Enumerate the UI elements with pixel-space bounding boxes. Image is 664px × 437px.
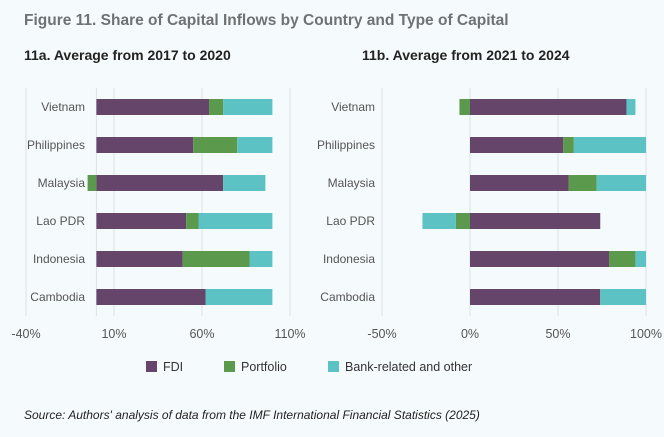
category-label: Vietnam (331, 100, 375, 114)
category-label: Philippines (27, 138, 85, 152)
bar-portfolio-malaysia (87, 175, 97, 191)
chart-a: -40% 10% 60% 110% Vietnam Philippines Malaysia… (11, 88, 306, 341)
chart-b: -50% 0% 50% 100% Vietnam Philippines Malaysia L… (317, 88, 662, 341)
bar-portfolio-lao-pdr (186, 213, 199, 229)
figure-title: Figure 11. Share of Capital Inflows by C… (24, 12, 509, 29)
legend-label-bank: Bank-related and other (345, 360, 472, 374)
bar-bank-related-and-other-indonesia (635, 251, 646, 267)
x-tick-label: 100% (630, 327, 662, 341)
bar-bank-related-and-other-lao-pdr (198, 213, 273, 229)
source-note: Source: Authors' analysis of data from t… (24, 408, 480, 422)
bar-bank-related-and-other-vietnam (223, 99, 273, 115)
bar-fdi-cambodia (96, 289, 206, 305)
bar-fdi-malaysia (470, 175, 569, 191)
category-label: Indonesia (33, 252, 85, 266)
bar-bank-related-and-other-philippines (237, 137, 273, 153)
chart-a-title: 11a. Average from 2017 to 2020 (24, 47, 231, 63)
bar-fdi-philippines (96, 137, 194, 153)
bar-portfolio-vietnam (459, 99, 470, 115)
bar-portfolio-vietnam (209, 99, 224, 115)
bar-fdi-malaysia (96, 175, 224, 191)
x-tick-label: 0% (461, 327, 479, 341)
bar-bank-related-and-other-philippines (573, 137, 646, 153)
bar-bank-related-and-other-lao-pdr (422, 213, 456, 229)
x-tick-label: 50% (545, 327, 570, 341)
x-tick-label: 60% (189, 327, 214, 341)
category-label: Cambodia (320, 290, 375, 304)
category-label: Malaysia (328, 176, 376, 190)
bar-portfolio-lao-pdr (455, 213, 470, 229)
bar-portfolio-philippines (563, 137, 574, 153)
legend: FDI Portfolio Bank-related and other (146, 360, 472, 374)
legend-swatch-bank (328, 361, 339, 372)
legend-swatch-fdi (146, 361, 157, 372)
bar-bank-related-and-other-cambodia (205, 289, 273, 305)
category-label: Malaysia (38, 176, 86, 190)
x-tick-label: -50% (367, 327, 396, 341)
bar-fdi-indonesia (96, 251, 183, 267)
bar-fdi-vietnam (96, 99, 210, 115)
x-tick-label: 10% (101, 327, 126, 341)
chart-b-title: 11b. Average from 2021 to 2024 (362, 47, 570, 63)
bar-fdi-vietnam (470, 99, 627, 115)
category-label: Cambodia (30, 290, 85, 304)
x-tick-label: 110% (274, 327, 305, 341)
bar-portfolio-malaysia (568, 175, 597, 191)
legend-label-fdi: FDI (163, 360, 183, 374)
category-label: Philippines (317, 138, 375, 152)
bar-fdi-lao-pdr (470, 213, 601, 229)
bar-fdi-cambodia (470, 289, 601, 305)
bar-portfolio-indonesia (182, 251, 250, 267)
bar-bank-related-and-other-malaysia (596, 175, 646, 191)
category-label: Indonesia (323, 252, 375, 266)
bar-bank-related-and-other-malaysia (223, 175, 266, 191)
bar-portfolio-indonesia (609, 251, 636, 267)
category-label: Lao PDR (326, 214, 375, 228)
bar-fdi-philippines (470, 137, 564, 153)
bar-fdi-indonesia (470, 251, 610, 267)
x-tick-label: -40% (11, 327, 40, 341)
bar-bank-related-and-other-vietnam (626, 99, 636, 115)
bar-bank-related-and-other-indonesia (249, 251, 273, 267)
bar-portfolio-philippines (193, 137, 238, 153)
legend-label-portfolio: Portfolio (241, 360, 287, 374)
category-label: Lao PDR (36, 214, 85, 228)
category-label: Vietnam (41, 100, 85, 114)
bar-bank-related-and-other-cambodia (600, 289, 646, 305)
bar-fdi-lao-pdr (96, 213, 187, 229)
legend-swatch-portfolio (224, 361, 235, 372)
